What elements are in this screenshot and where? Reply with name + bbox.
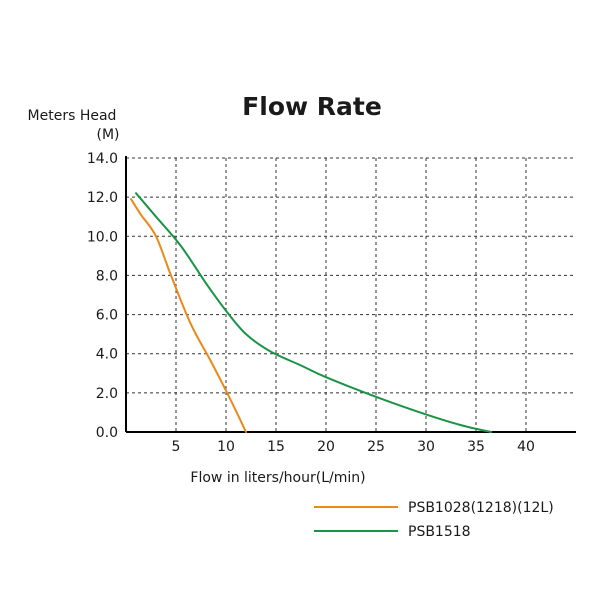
y-tick-label-6: 12.0 (87, 190, 118, 206)
legend-label-1: PSB1518 (408, 524, 471, 540)
y-tick-labels: 0.0 2.0 4.0 6.0 8.0 10.0 12.0 14.0 (87, 151, 118, 441)
x-axis-label: Flow in liters/hour(L/min) (190, 470, 365, 486)
grid (126, 157, 576, 432)
series-line-1 (135, 192, 492, 433)
y-tick-label-3: 6.0 (96, 308, 118, 324)
y-tick-label-1: 2.0 (96, 386, 118, 402)
x-tick-label-7: 40 (517, 439, 535, 455)
y-axis-label-line2: (M) (96, 127, 119, 143)
y-tick-label-7: 14.0 (87, 151, 118, 167)
legend: PSB1028(1218)(12L) PSB1518 (314, 500, 554, 540)
axes (125, 156, 576, 433)
x-tick-label-2: 15 (267, 439, 285, 455)
x-tick-label-6: 35 (467, 439, 485, 455)
y-tick-label-4: 8.0 (96, 268, 118, 284)
series-line-0 (130, 198, 247, 433)
x-tick-label-1: 10 (217, 439, 235, 455)
y-axis-label-line1: Meters Head (28, 108, 117, 124)
y-tick-label-5: 10.0 (87, 229, 118, 245)
y-tick-label-2: 4.0 (96, 347, 118, 363)
series-lines (130, 192, 492, 433)
x-tick-label-0: 5 (172, 439, 181, 455)
x-tick-label-5: 30 (417, 439, 435, 455)
x-tick-label-3: 20 (317, 439, 335, 455)
x-tick-label-4: 25 (367, 439, 385, 455)
y-tick-label-0: 0.0 (96, 425, 118, 441)
chart-title: Flow Rate (242, 92, 382, 121)
x-tick-labels: 5 10 15 20 25 30 35 40 (172, 439, 535, 455)
legend-label-0: PSB1028(1218)(12L) (408, 500, 554, 516)
